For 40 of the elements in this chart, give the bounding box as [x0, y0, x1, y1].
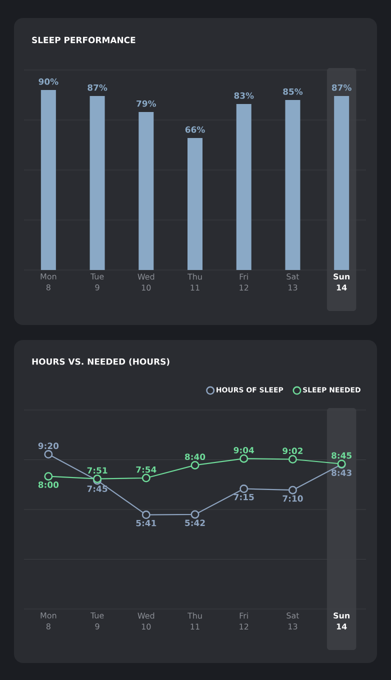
- bar: [40, 90, 56, 270]
- data-label: 5:42: [185, 520, 205, 526]
- data-label: 7:15: [234, 494, 254, 500]
- data-label: 79%: [136, 100, 156, 107]
- data-label: 90%: [38, 78, 58, 85]
- data-label: 85%: [283, 88, 303, 95]
- bar: [90, 96, 105, 270]
- bar: [334, 96, 350, 270]
- data-label: 8:00: [38, 482, 59, 488]
- data-label: 87%: [88, 84, 108, 91]
- data-label: 9:20: [38, 442, 59, 450]
- point: [240, 484, 248, 494]
- point: [190, 460, 200, 470]
- point: [288, 486, 297, 494]
- data-label: 8:40: [184, 454, 206, 460]
- point: [44, 472, 53, 481]
- point: [288, 454, 297, 464]
- data-label: 83%: [234, 92, 254, 99]
- bar: [236, 104, 252, 270]
- data-label: 7:54: [136, 466, 156, 473]
- bar: [285, 100, 300, 270]
- point: [44, 450, 53, 459]
- point: [142, 474, 150, 482]
- chart-title: SLEEP PERFORMANCE: [32, 36, 136, 44]
- data-label: 66%: [185, 126, 205, 133]
- data-label: 87%: [332, 84, 352, 91]
- data-label: 7:51: [87, 467, 108, 474]
- data-label: 8:43: [332, 470, 352, 476]
- point: [142, 510, 150, 520]
- data-label: 7:45: [87, 486, 108, 492]
- point: [190, 510, 200, 519]
- chart-title: HOURS VS. NEEDED (HOURS): [32, 358, 170, 366]
- point: [240, 454, 248, 463]
- bar: [138, 112, 154, 270]
- data-label: 7:10: [282, 495, 303, 502]
- data-label: 9:02: [282, 448, 303, 454]
- bar: [188, 138, 202, 270]
- data-label: 5:41: [136, 520, 156, 526]
- data-label: 8:45: [332, 452, 352, 459]
- data-label: 9:04: [234, 446, 254, 454]
